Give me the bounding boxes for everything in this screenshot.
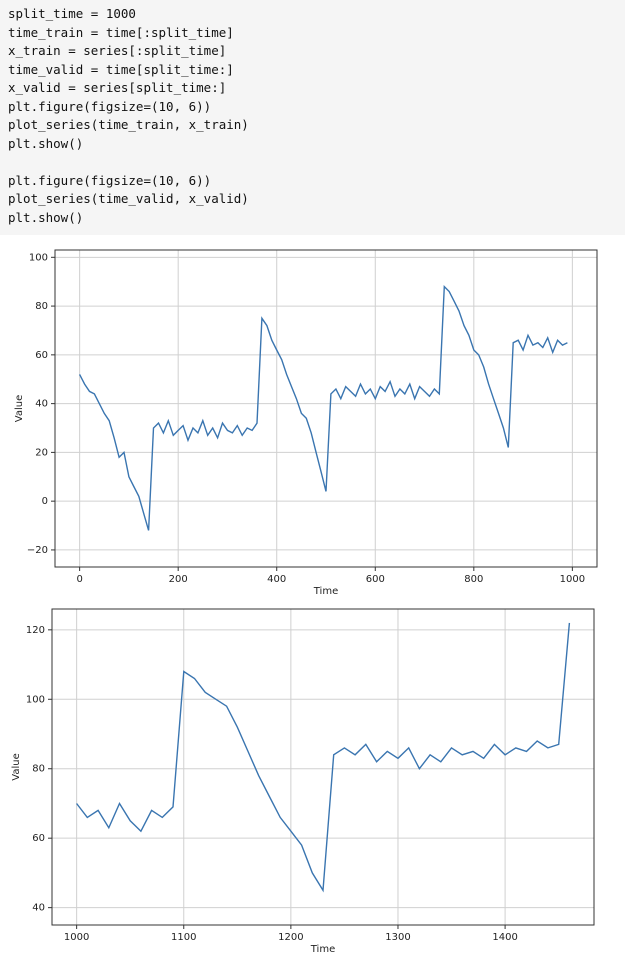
y-tick-label: 80 (32, 764, 45, 775)
plot-frame (51, 608, 595, 926)
y-tick-label: −20 (27, 545, 48, 556)
series-line (76, 622, 571, 893)
code-line: plt.figure(figsize=(10, 6)) (8, 172, 212, 188)
x-tick-label: 1000 (64, 932, 89, 943)
y-axis-label: Value (14, 395, 25, 422)
code-line: plt.show() (8, 209, 84, 225)
y-tick-label: 100 (29, 252, 48, 263)
y-tick-label: 120 (26, 625, 45, 636)
x-tick-label: 1000 (560, 574, 585, 585)
x-tick-label: 800 (464, 574, 483, 585)
x-tick-label: 200 (169, 574, 188, 585)
x-tick-label: 1200 (278, 932, 303, 943)
y-tick-label: 80 (35, 301, 48, 312)
y-tick-label: 60 (32, 833, 45, 844)
code-line: time_valid = time[split_time:] (8, 61, 234, 77)
x-tick-label: 0 (76, 574, 82, 585)
y-tick-label: 40 (35, 399, 48, 410)
y-tick-label: 0 (42, 496, 48, 507)
y-axis-label: Value (11, 753, 22, 780)
x-axis-label: Time (313, 586, 338, 597)
y-tick-label: 100 (26, 694, 45, 705)
code-line: plot_series(time_valid, x_valid) (8, 191, 249, 206)
y-tick-label: 20 (35, 447, 48, 458)
x-tick-label: 1100 (171, 932, 196, 943)
code-line: plot_series(time_train, x_train) (8, 117, 249, 132)
x-tick-label: 600 (366, 574, 385, 585)
code-line: x_valid = series[split_time:] (8, 80, 227, 95)
code-line: plt.show() (8, 135, 84, 151)
series-line (78, 284, 568, 531)
x-tick-label: 1400 (492, 932, 517, 943)
code-line: time_train = time[:split_time] (8, 24, 234, 40)
x-tick-label: 1300 (385, 932, 410, 943)
code-line: split_time = 1000 (8, 6, 136, 21)
code-line: plt.figure(figsize=(10, 6)) (8, 98, 212, 114)
code-cell[interactable]: split_time = 1000 time_train = time[:spli… (0, 0, 625, 235)
x-tick-label: 400 (267, 574, 286, 585)
y-tick-label: 40 (32, 903, 45, 914)
y-tick-label: 60 (35, 350, 48, 361)
code-line: x_train = series[:split_time] (8, 43, 227, 58)
plot-frame (54, 249, 598, 568)
x-axis-label: Time (310, 944, 335, 955)
